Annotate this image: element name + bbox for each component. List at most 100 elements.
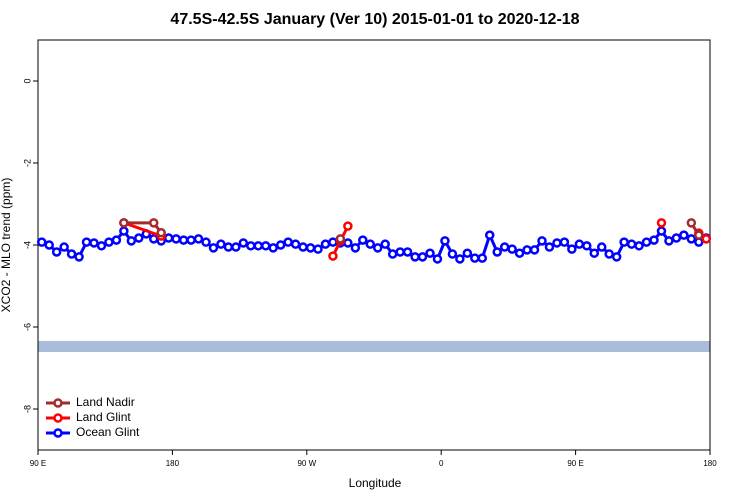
point (417, 252, 428, 262)
point (425, 248, 435, 258)
y-tick-label: -2 (22, 159, 32, 167)
point (253, 241, 264, 251)
point (313, 244, 323, 254)
point (178, 235, 189, 245)
point (36, 237, 47, 247)
point (686, 218, 697, 228)
point (634, 241, 644, 251)
chart-title: 47.5S-42.5S January (Ver 10) 2015-01-01 … (170, 11, 579, 28)
point (529, 245, 540, 255)
point (686, 234, 697, 244)
point (649, 235, 659, 245)
point (223, 242, 234, 252)
point (537, 236, 547, 246)
point (507, 244, 517, 254)
point (432, 254, 443, 264)
x-tick-label: 180 (703, 459, 717, 468)
point (89, 238, 99, 248)
x-tick-label: 90 W (297, 459, 316, 468)
point (298, 242, 308, 252)
point (402, 247, 413, 257)
legend-label: Land Glint (76, 410, 131, 424)
point (499, 242, 510, 252)
point (462, 248, 473, 258)
y-tick-label: -4 (22, 241, 32, 249)
point (410, 252, 420, 262)
point (51, 247, 62, 257)
point (246, 241, 256, 251)
point (44, 240, 54, 250)
point (305, 243, 316, 253)
point (582, 241, 592, 251)
legend-marker (53, 413, 63, 423)
point (171, 234, 181, 244)
point (66, 249, 77, 259)
point (260, 241, 271, 251)
point (238, 238, 249, 248)
point (664, 236, 674, 246)
point (552, 238, 562, 248)
point (694, 230, 704, 240)
point (358, 235, 368, 245)
point (567, 244, 577, 254)
point (343, 221, 353, 231)
point (111, 235, 122, 245)
point (163, 233, 174, 243)
point (522, 245, 532, 255)
y-axis-label: XCO2 - MLO trend (ppm) (0, 178, 13, 313)
point (380, 239, 390, 249)
legend-label: Ocean Glint (76, 425, 140, 439)
point (290, 239, 301, 249)
point (574, 239, 585, 249)
point (484, 230, 495, 240)
point (656, 226, 667, 236)
point (350, 243, 361, 253)
point (119, 218, 129, 228)
point (343, 238, 353, 248)
y-tick-label: -6 (22, 323, 32, 331)
point (231, 242, 241, 252)
point (148, 218, 159, 228)
point (679, 230, 689, 240)
point (656, 218, 667, 228)
point (201, 237, 211, 247)
point (275, 240, 286, 250)
point (477, 253, 488, 263)
point (119, 226, 129, 236)
point (387, 249, 398, 259)
point (216, 239, 226, 249)
point (59, 242, 69, 252)
point (104, 237, 114, 247)
point (208, 243, 219, 253)
x-tick-label: 180 (166, 459, 180, 468)
point (126, 236, 137, 246)
point (186, 235, 196, 245)
point (604, 249, 614, 259)
point (365, 239, 376, 249)
legend-label: Land Nadir (76, 395, 135, 409)
point (156, 227, 166, 238)
legend-marker (53, 428, 63, 438)
point (559, 237, 570, 247)
band (38, 340, 710, 353)
point (440, 236, 450, 246)
point (268, 243, 278, 253)
point (335, 234, 346, 244)
point (74, 252, 84, 262)
point (320, 239, 331, 249)
point (81, 237, 92, 247)
point (447, 249, 458, 259)
point (283, 237, 293, 247)
x-axis-label: Longitude (349, 476, 402, 490)
point (134, 233, 144, 243)
point (626, 239, 637, 249)
point (514, 248, 525, 258)
x-tick-label: 0 (439, 459, 444, 468)
point (596, 242, 607, 252)
x-tick-label: 90 E (567, 459, 583, 468)
point (372, 243, 383, 253)
point (193, 234, 204, 244)
point (395, 247, 405, 257)
point (148, 234, 159, 244)
